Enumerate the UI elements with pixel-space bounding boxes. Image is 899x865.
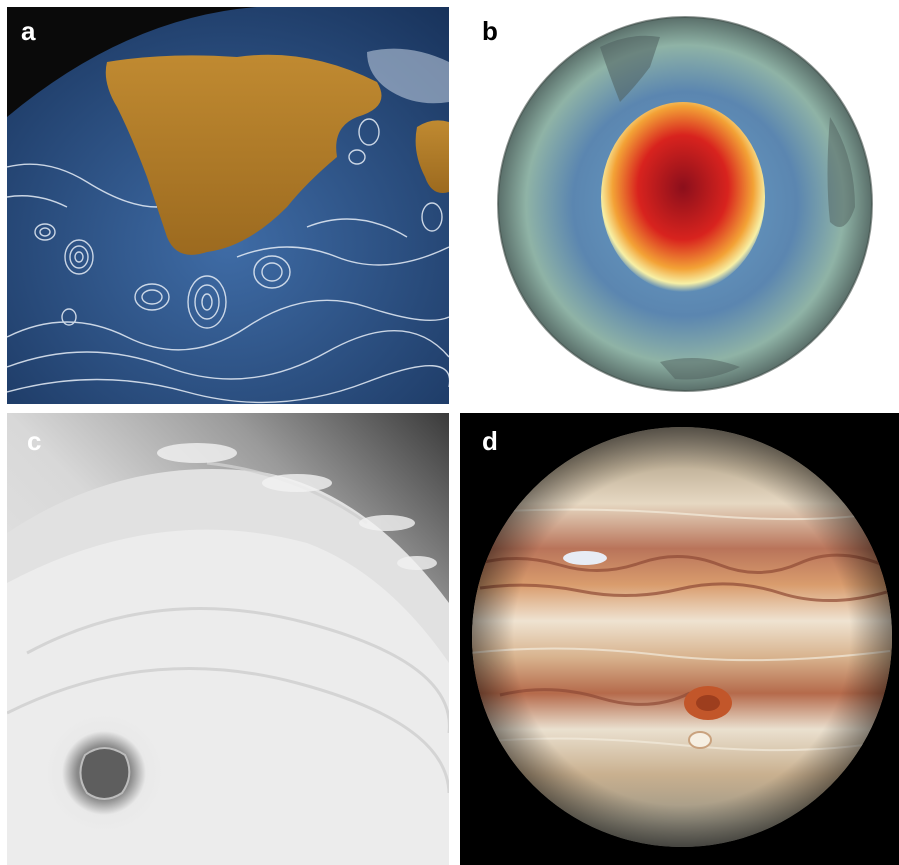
panel-a-ocean-currents: a <box>7 7 449 404</box>
madagascar-landmass <box>415 120 449 193</box>
hurricane-image: c <box>7 413 449 865</box>
panel-label-d: d <box>482 426 498 456</box>
africa-landmass <box>105 54 382 255</box>
panel-c-hurricane-eye: c <box>7 413 449 865</box>
ozone-hole-image: b <box>482 16 873 392</box>
panel-label-a: a <box>21 16 36 46</box>
ozone-hole-region <box>601 102 765 292</box>
ocean-currents-image: a <box>7 7 449 404</box>
panel-label-c: c <box>27 426 41 456</box>
panel-label-b: b <box>482 16 498 46</box>
panel-d-jupiter: d <box>460 413 899 865</box>
panel-b-ozone-hole: b <box>460 7 899 404</box>
jupiter-image: d <box>460 413 899 865</box>
